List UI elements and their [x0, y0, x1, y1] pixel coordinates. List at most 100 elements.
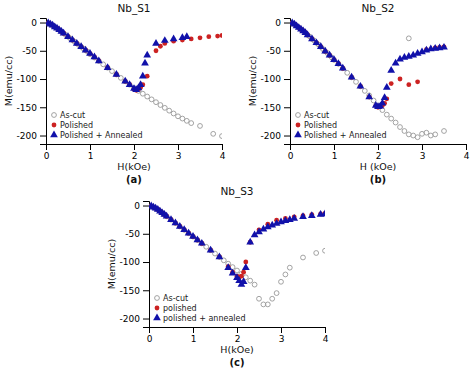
point [387, 66, 395, 73]
legend-label: As-cut [163, 294, 188, 303]
point [287, 265, 292, 270]
point [60, 29, 68, 36]
y-axis-tick-label: 0 [31, 18, 37, 28]
point-group [172, 219, 180, 226]
x-axis-tick-label: 2 [235, 334, 241, 344]
point [248, 278, 253, 283]
x-axis-tick-label: 3 [176, 151, 182, 161]
point-group [149, 97, 154, 102]
point [161, 36, 169, 43]
point [229, 269, 237, 276]
point-group [189, 121, 194, 126]
legend-entry: As-cut [52, 111, 86, 120]
series [290, 21, 446, 110]
x-axis-tick-label: 4 [323, 334, 329, 344]
point [279, 279, 284, 284]
point-group [290, 214, 298, 221]
x-axis-tick-mark [334, 144, 335, 150]
y-axis-tick-label: -150 [17, 103, 38, 113]
point-group [152, 39, 160, 46]
x-axis-tick: 4 [464, 144, 470, 161]
legend-entry: As-cut [155, 294, 189, 303]
series [290, 21, 446, 140]
point [415, 79, 420, 84]
y-axis-tick: -50 [22, 46, 46, 56]
point [270, 296, 275, 301]
legend: As-cutpolishedpolished + annealed [153, 294, 245, 323]
y-axis-tick: -100 [261, 74, 290, 84]
point-group [211, 131, 216, 136]
legend-label: Polished [304, 121, 337, 130]
point-group [143, 51, 151, 58]
point [170, 34, 178, 41]
point [257, 296, 262, 301]
y-axis-tick: -150 [120, 286, 149, 296]
point-group [215, 34, 220, 39]
point [365, 93, 373, 100]
point [215, 34, 220, 39]
point [77, 42, 85, 49]
x-axis-tick: 4 [323, 327, 329, 344]
chart-root: 012340-50-100-150-200As-cutPolishedPolis… [0, 0, 474, 376]
point [104, 63, 112, 70]
point [172, 219, 180, 226]
y-axis-tick-label: -150 [261, 103, 282, 113]
point-group [406, 36, 411, 41]
point [211, 131, 216, 136]
y-axis-tick: 0 [275, 18, 290, 28]
point-group [321, 47, 329, 54]
point [301, 255, 306, 260]
x-axis-tick-mark [466, 144, 467, 150]
y-axis-tick: -100 [120, 257, 149, 267]
point-group [163, 212, 171, 219]
point [152, 39, 160, 46]
point [335, 59, 343, 66]
point-group [241, 270, 246, 275]
point-group [145, 94, 150, 99]
y-axis-tick-label: -100 [17, 74, 38, 84]
x-axis-title: H (kOe) [360, 161, 396, 172]
legend-marker-group [155, 306, 160, 311]
legend-entry: Polished + Annealed [294, 131, 386, 140]
x-axis-line [47, 145, 223, 151]
y-axis-tick: -200 [17, 131, 46, 141]
series [149, 204, 325, 307]
x-axis-tick-mark [178, 144, 179, 150]
y-axis-tick-mark [284, 51, 290, 52]
point [64, 32, 72, 39]
point [167, 215, 175, 222]
point-group [242, 263, 250, 270]
x-axis-title: H(kOe) [220, 344, 253, 355]
point-group [194, 236, 202, 243]
point-group [77, 42, 85, 49]
x-axis: 01234 [147, 327, 329, 344]
point [86, 49, 94, 56]
y-axis-tick-mark [143, 290, 149, 291]
x-axis-tick-label: 1 [191, 334, 197, 344]
point [415, 135, 420, 140]
point-group [91, 53, 99, 60]
x-axis-tick-label: 3 [279, 334, 285, 344]
y-axis-tick-mark [143, 234, 149, 235]
y-axis-title: M(emu/cc) [3, 56, 14, 106]
point-group [95, 56, 103, 63]
point [189, 232, 197, 239]
legend-entry: polished [155, 304, 197, 313]
point [313, 38, 321, 45]
point [158, 103, 163, 108]
x-axis-tick-label: 1 [332, 151, 338, 161]
point-group [348, 73, 356, 80]
y-axis-tick-mark [40, 136, 46, 137]
y-axis-tick-mark [284, 107, 290, 108]
x-axis-tick: 0 [44, 144, 50, 161]
y-axis: 0 -50 -100 -150 -200 [17, 18, 47, 145]
point-group [287, 265, 292, 270]
point-group [357, 82, 365, 89]
point [345, 70, 350, 75]
x-axis: 01234 [44, 144, 226, 161]
point-group [167, 215, 175, 222]
legend-marker-group [155, 296, 160, 301]
point [314, 251, 319, 256]
x-axis-tick-mark [222, 144, 223, 150]
series [290, 19, 448, 109]
